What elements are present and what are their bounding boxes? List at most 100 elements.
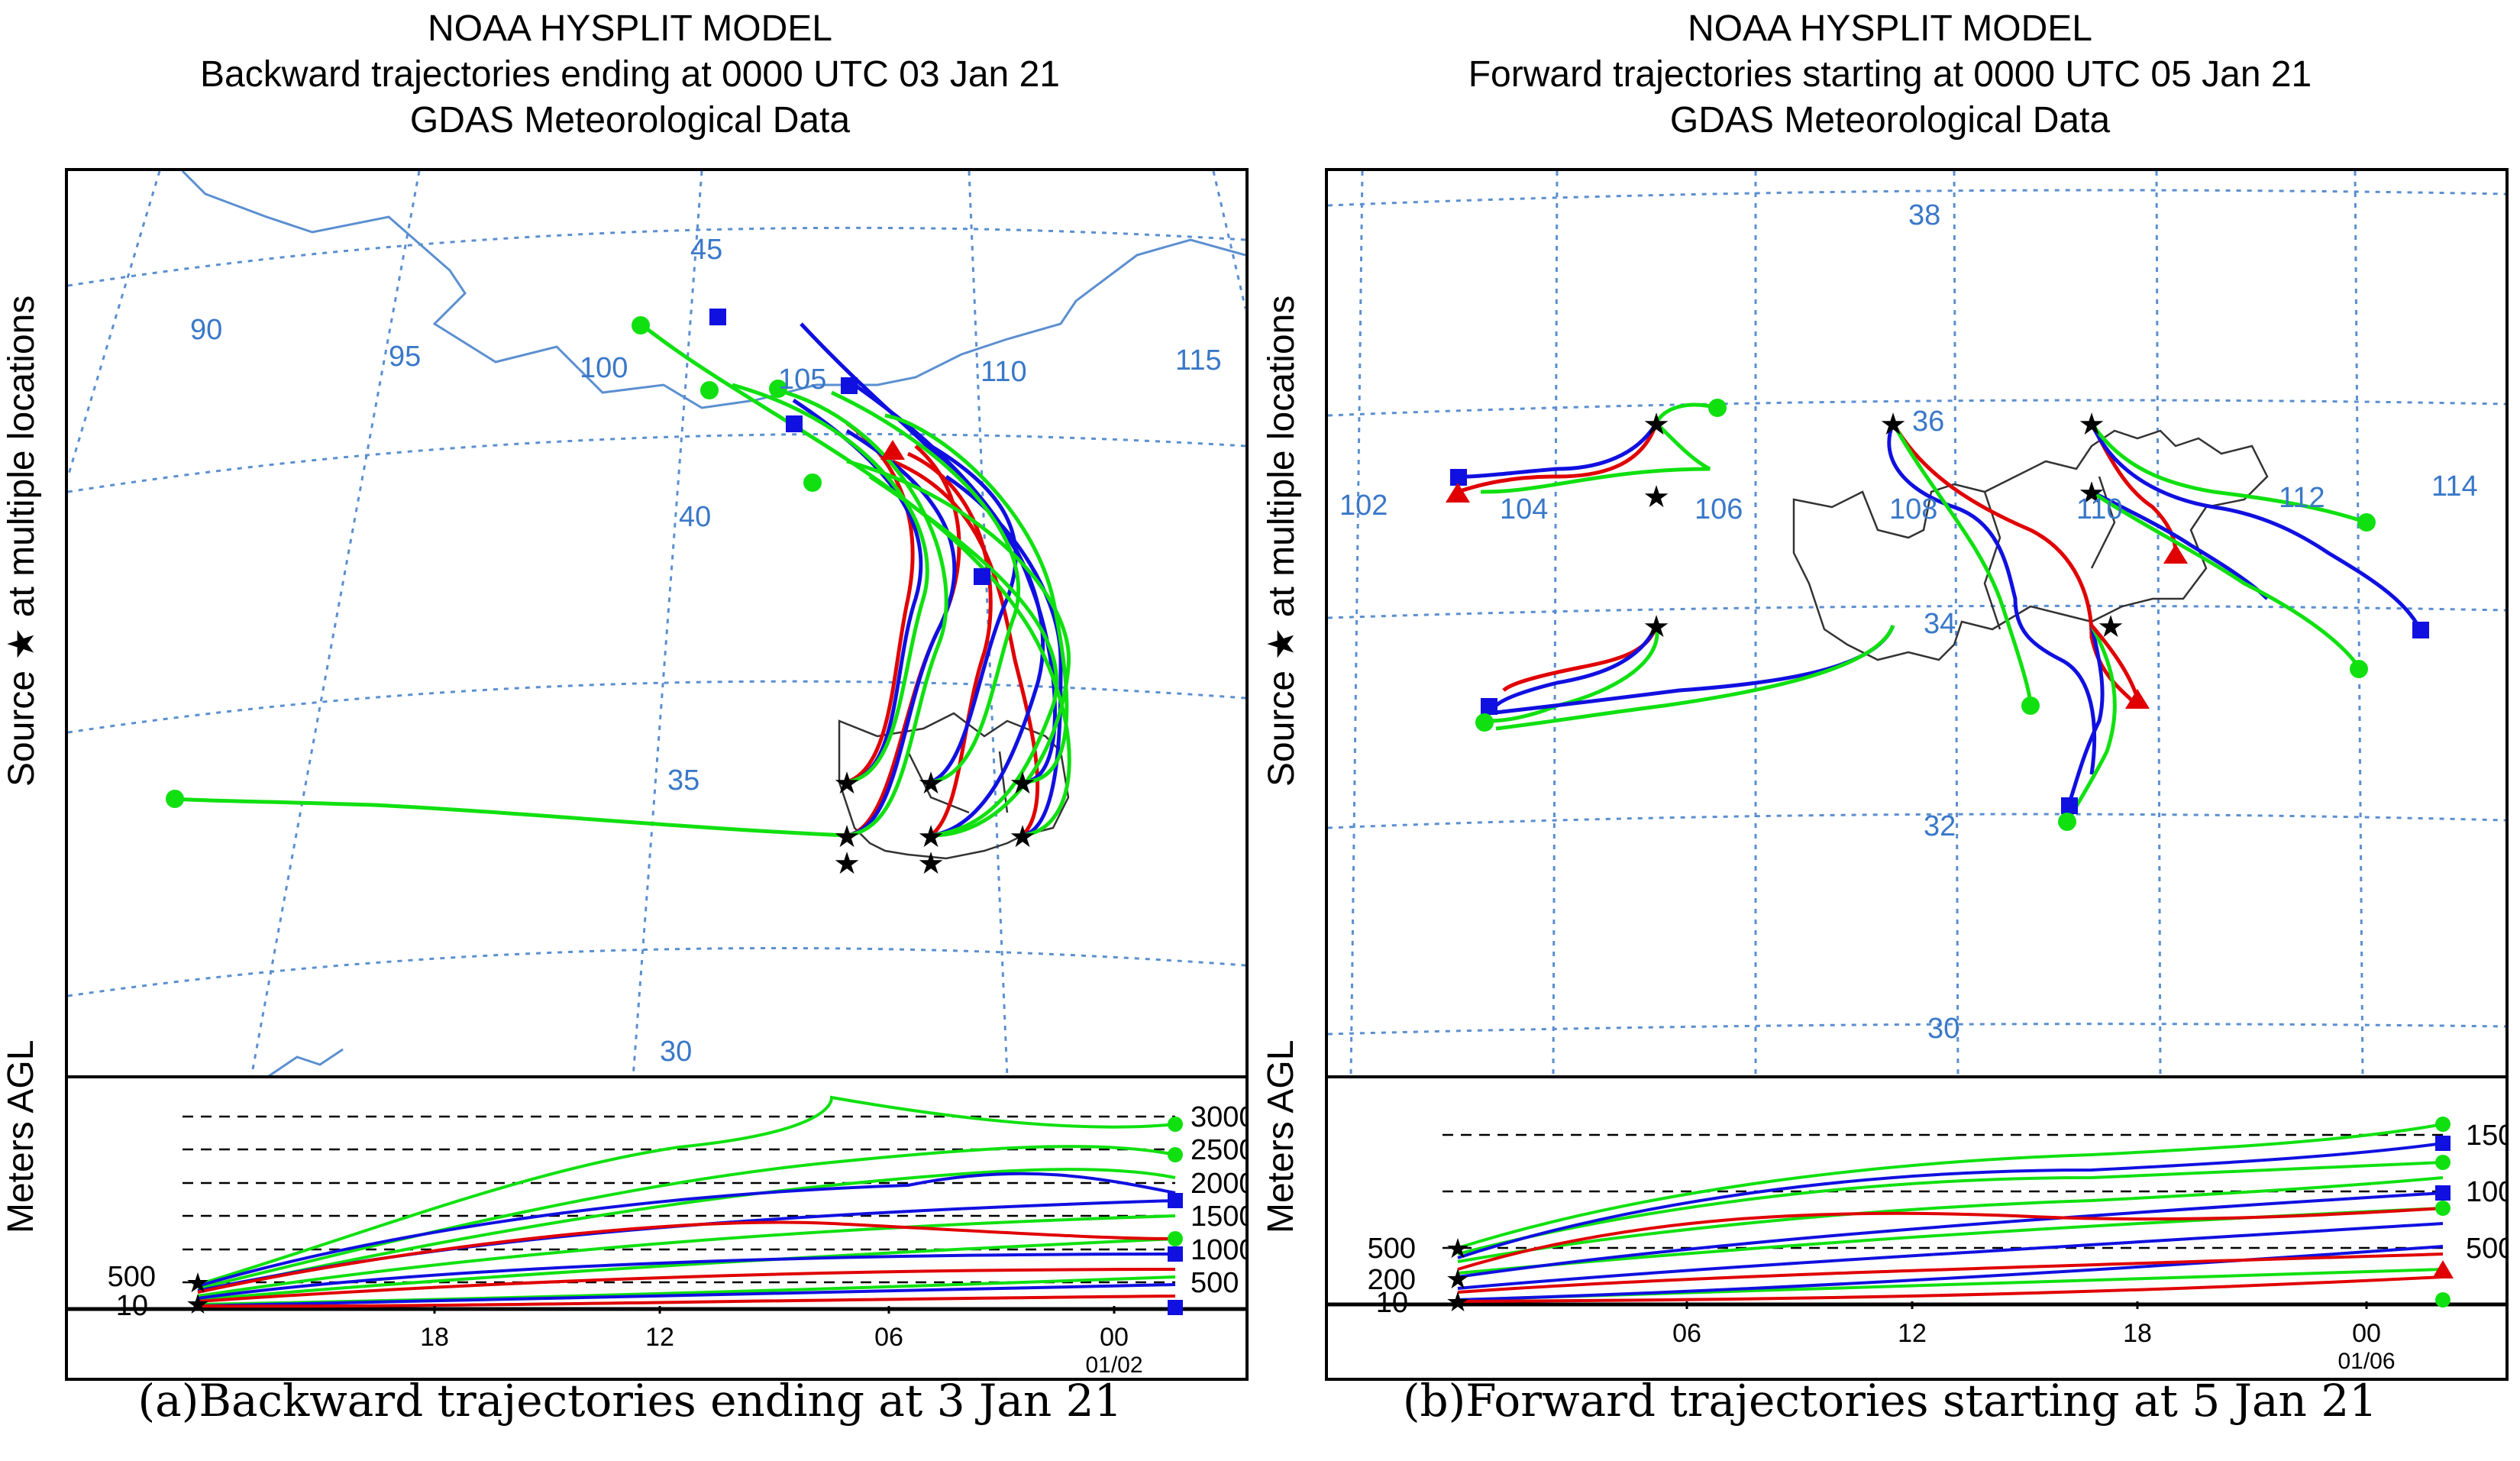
panel-a-title-line-2: Backward trajectories ending at 0000 UTC… bbox=[200, 54, 1060, 95]
height-tick: 500 bbox=[108, 1261, 156, 1293]
time-tick: 00 bbox=[1100, 1323, 1129, 1352]
traj-b-g7 bbox=[2066, 624, 2117, 822]
height-trace-blue bbox=[1457, 1222, 2444, 1290]
traj-b-r4 bbox=[2089, 422, 2178, 554]
height-tick: 1000 bbox=[1191, 1234, 1245, 1266]
height-trace-blue bbox=[1457, 1142, 2444, 1259]
marker-square bbox=[2061, 797, 2078, 814]
marker-triangle bbox=[2163, 544, 2188, 564]
panel-a-height-frame: ★ ★ 3000 2500 2000 1500 1000 500 500 10 … bbox=[65, 1075, 1255, 1381]
marker-square bbox=[2435, 1136, 2451, 1151]
height-tick: 3000 bbox=[1191, 1101, 1245, 1133]
marker-circle bbox=[1168, 1147, 1183, 1162]
traj-a-g3 bbox=[830, 390, 1021, 784]
panel-b-map-frame: ★ ★ ★ ★ ★ ★ ★ 102 104 106 108 110 112 11… bbox=[1325, 168, 2509, 1081]
marker-square bbox=[2412, 622, 2429, 638]
lon-label: 102 bbox=[1339, 490, 1388, 522]
traj-b-b3 bbox=[1887, 422, 2097, 775]
panel-b-time-ticks: 06 12 18 00 01/06 bbox=[1672, 1301, 2396, 1374]
source-star: ★ bbox=[186, 1288, 210, 1320]
lon-label: 104 bbox=[1500, 493, 1548, 525]
traj-b-g4 bbox=[1495, 625, 1895, 731]
marker-circle bbox=[632, 316, 650, 335]
marker-circle bbox=[2350, 660, 2368, 678]
marker-square bbox=[1481, 698, 1497, 715]
height-tick: 500 bbox=[2466, 1233, 2505, 1265]
time-tick: 18 bbox=[420, 1323, 449, 1352]
source-star: ★ bbox=[1446, 1263, 1470, 1295]
traj-a-g6 bbox=[639, 322, 1071, 838]
height-trace-green bbox=[197, 1237, 1176, 1301]
panel-b-caption: (b)Forward trajectories starting at 5 Ja… bbox=[1402, 1375, 2378, 1427]
panel-a-coastline bbox=[181, 170, 1246, 409]
marker-circle bbox=[166, 790, 184, 808]
height-trace-blue bbox=[197, 1253, 1176, 1300]
height-trace-green bbox=[197, 1095, 1176, 1286]
time-tick: 18 bbox=[2123, 1319, 2152, 1348]
traj-b-r7 bbox=[2090, 624, 2140, 699]
lon-label: 95 bbox=[389, 341, 421, 373]
traj-b-r1 bbox=[1457, 422, 1659, 494]
marker-square bbox=[709, 309, 726, 325]
traj-a-b6 bbox=[945, 474, 1063, 838]
traj-a-g1 bbox=[732, 383, 929, 784]
panel-b-source-label: Source ★ at multiple locations bbox=[1262, 295, 1302, 787]
lat-label: 45 bbox=[690, 234, 722, 266]
panel-b-grid bbox=[1327, 170, 2506, 1078]
marker-circle bbox=[1475, 713, 1494, 732]
height-tick: 10 bbox=[116, 1290, 148, 1322]
panel-b-title-line-1: NOAA HYSPLIT MODEL bbox=[1688, 8, 2092, 49]
marker-square bbox=[786, 415, 803, 432]
source-star: ★ bbox=[186, 1267, 210, 1298]
panel-a-title: NOAA HYSPLIT MODEL Backward trajectories… bbox=[0, 6, 1260, 144]
height-trace-red bbox=[1457, 1207, 2444, 1271]
panel-a-map: ★ ★ ★ ★ ★ ★ ★ ★ 90 95 100 105 110 115 45… bbox=[66, 170, 1247, 1079]
height-tick: 500 bbox=[1191, 1267, 1239, 1299]
traj-a-g2 bbox=[785, 390, 948, 838]
height-trace-blue bbox=[197, 1172, 1176, 1288]
panel-b: NOAA HYSPLIT MODEL Forward trajectories … bbox=[1260, 0, 2520, 1461]
lon-label: 105 bbox=[778, 364, 826, 396]
height-tick: 200 bbox=[1368, 1264, 1416, 1296]
panel-b-source-stars-height: ★ ★ ★ bbox=[1446, 1233, 1470, 1317]
panel-a-height-label: Meters AGL bbox=[1, 1039, 41, 1233]
source-star: ★ bbox=[1009, 820, 1036, 854]
lon-label: 112 bbox=[2279, 482, 2325, 514]
marker-triangle bbox=[880, 440, 905, 460]
marker-square bbox=[1450, 469, 1467, 486]
traj-b-b7 bbox=[2066, 625, 2105, 806]
traj-b-b6 bbox=[2090, 490, 2269, 600]
time-date: 01/06 bbox=[2337, 1349, 2395, 1374]
height-trace-green bbox=[1457, 1123, 2444, 1249]
lat-label: 34 bbox=[1924, 608, 1956, 640]
panel-b-height-right-ticks: 1500 1000 500 bbox=[2466, 1120, 2520, 1265]
panel-a-grid bbox=[66, 170, 1247, 1078]
marker-circle bbox=[2435, 1117, 2451, 1132]
time-tick: 12 bbox=[645, 1323, 674, 1352]
lon-label: 110 bbox=[2076, 493, 2123, 525]
traj-b-g6 bbox=[2090, 490, 2361, 669]
source-star: ★ bbox=[1643, 610, 1670, 644]
height-trace-blue bbox=[197, 1283, 1176, 1307]
panel-a-height-markers bbox=[1168, 1117, 1183, 1315]
lat-label: 30 bbox=[660, 1036, 692, 1068]
source-star: ★ bbox=[1879, 408, 1907, 441]
marker-circle bbox=[2021, 697, 2040, 715]
panel-b-title: NOAA HYSPLIT MODEL Forward trajectories … bbox=[1260, 6, 2520, 144]
marker-square bbox=[974, 568, 990, 585]
panel-a-source-stars: ★ ★ ★ ★ ★ ★ ★ ★ bbox=[833, 767, 1036, 881]
marker-square bbox=[841, 377, 858, 394]
marker-square bbox=[1168, 1246, 1183, 1262]
source-star: ★ bbox=[1643, 480, 1670, 514]
height-trace-red bbox=[197, 1220, 1176, 1294]
panel-a-endpoint-markers bbox=[166, 309, 990, 808]
height-tick: 1500 bbox=[1191, 1201, 1245, 1233]
panel-b-height-frame: ★ ★ ★ 1500 1000 500 500 200 10 06 12 bbox=[1325, 1075, 2520, 1381]
source-star: ★ bbox=[1643, 408, 1670, 441]
marker-circle bbox=[2435, 1201, 2451, 1216]
marker-circle bbox=[2058, 813, 2076, 831]
lon-label: 110 bbox=[981, 356, 1027, 388]
traj-b-g2 bbox=[1488, 625, 1659, 723]
source-star: ★ bbox=[917, 767, 945, 800]
marker-circle bbox=[1708, 399, 1727, 417]
